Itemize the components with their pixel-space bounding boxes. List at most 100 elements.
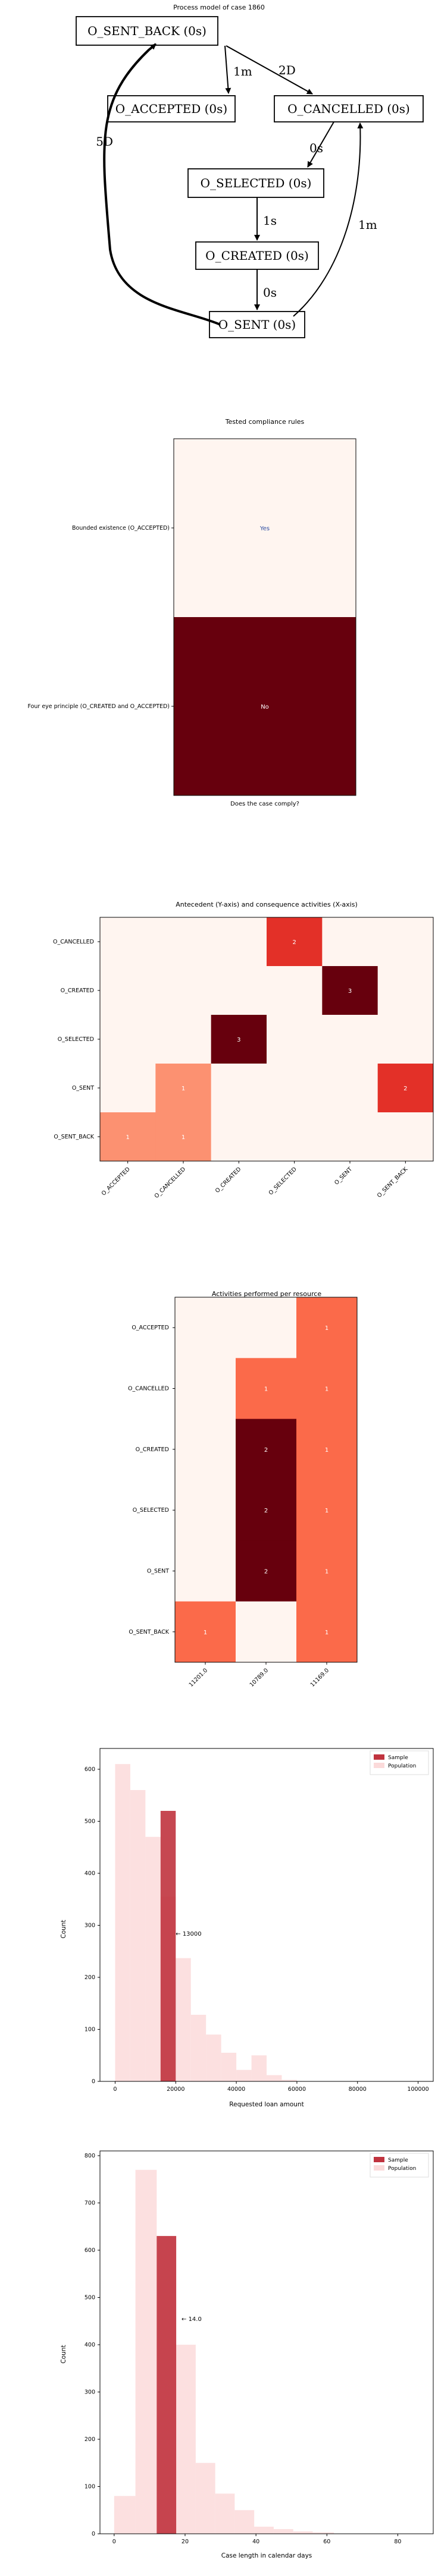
- loan-histogram: Requested loan amount Count 0 20000 40000 6…: [60, 1748, 434, 2108]
- process-model-nodes: O_SENT_BACK (0s) O_ACCEPTED (0s) O_CANCELL…: [76, 16, 424, 338]
- antecedent-cell: [377, 1112, 434, 1162]
- node-sent-back: [76, 16, 218, 46]
- antecedent-cell: [100, 1015, 156, 1064]
- compliance-row-label: Bounded existence (O_ACCEPTED): [72, 525, 170, 531]
- loan-population-bar: [176, 1958, 191, 2081]
- process-model-panel: Process model of case 1860 O_SENT_BACK (…: [0, 0, 438, 369]
- loan-xtick-label: 40000: [227, 2086, 245, 2093]
- resource-frame: [174, 1297, 358, 1663]
- process-model-graph: Process model of case 1860 O_SENT_BACK (…: [76, 4, 424, 338]
- caselength-xtick-label: 0: [112, 2539, 116, 2545]
- resource-cell: [296, 1480, 358, 1541]
- resource-cell: [296, 1418, 358, 1480]
- edge-label: 0s: [263, 285, 277, 300]
- caselength-xtick-label: 60: [323, 2539, 330, 2545]
- loan-xlabel: Requested loan amount: [229, 2101, 304, 2108]
- resource-cell: [236, 1601, 297, 1663]
- resource-cell-label: 1: [204, 1630, 207, 1636]
- resource-cell-label: 2: [264, 1569, 268, 1575]
- antecedent-col-label: O_CREATED: [214, 1166, 243, 1194]
- antecedent-cell: [377, 917, 434, 967]
- caselength-legend-swatch: [374, 2157, 384, 2162]
- caselength-xlabel: Case length in calendar days: [221, 2552, 312, 2559]
- loan-sample-bar: [160, 1811, 176, 2081]
- edge-label: 1m: [358, 218, 377, 232]
- antecedent-cell: [100, 917, 156, 967]
- compliance-rules-chart: Tested compliance rules Does the case co…: [27, 418, 356, 807]
- antecedent-cell: [267, 1015, 323, 1064]
- loan-legend-swatch: [374, 1763, 384, 1768]
- caselength-xtick-label: 80: [394, 2539, 401, 2545]
- loan-population-bar: [251, 2055, 267, 2081]
- antecedent-cell: [100, 966, 156, 1015]
- compliance-cell-label: No: [261, 704, 269, 710]
- edge-label: 0s: [309, 141, 323, 155]
- antecedent-cell: [155, 966, 212, 1015]
- resource-panel: Activities performed per resource 1 1 1 2 1 2…: [0, 1278, 438, 1712]
- caselength-ytick-label: 800: [85, 2153, 95, 2159]
- loan-legend-label: Population: [388, 1763, 416, 1769]
- resource-cell: [296, 1601, 358, 1663]
- caselength-ytick-label: 200: [85, 2436, 95, 2443]
- caselength-ylabel: Count: [60, 2345, 67, 2363]
- node-label: O_CANCELLED (0s): [287, 102, 410, 116]
- node-label: O_ACCEPTED (0s): [115, 102, 227, 116]
- antecedent-col-label: O_ACCEPTED: [101, 1166, 132, 1197]
- resource-cell: [236, 1540, 297, 1602]
- caselength-ytick-label: 100: [85, 2483, 95, 2490]
- antecedent-cell: [377, 1015, 434, 1064]
- node-sent: [209, 311, 305, 338]
- caselength-histogram-panel: Case length in calendar days Count 0 20 40…: [0, 2140, 438, 2574]
- resource-row-label: O_SENT: [147, 1568, 169, 1575]
- caselength-population-bar: [195, 2462, 215, 2534]
- compliance-row-label: Four eye principle (O_CREATED and O_ACCE…: [27, 703, 170, 710]
- caselength-xtick-label: 40: [252, 2539, 259, 2545]
- antecedent-cell: [267, 966, 323, 1015]
- caselength-ytick-label: 600: [85, 2247, 95, 2254]
- compliance-frame: [173, 438, 356, 796]
- antecedent-cell: [211, 966, 267, 1015]
- caselength-population-bar: [176, 2344, 196, 2534]
- loan-legend-label: Sample: [388, 1755, 408, 1761]
- antecedent-row-label: O_CREATED: [61, 987, 94, 994]
- caselength-ytick-label: 400: [85, 2342, 95, 2348]
- caselength-xtick-label: 20: [182, 2539, 189, 2545]
- resource-cell-label: 1: [264, 1386, 268, 1393]
- compliance-cell: [174, 439, 356, 617]
- resource-cell: [175, 1540, 236, 1602]
- edge-label: 1m: [233, 64, 252, 78]
- compliance-rules-panel: Tested compliance rules Does the case co…: [0, 410, 438, 826]
- antecedent-cell: [155, 1015, 212, 1064]
- loan-xtick-label: 60000: [288, 2086, 306, 2093]
- antecedent-cell: [322, 966, 378, 1015]
- loan-population-bar: [130, 1790, 146, 2081]
- antecedent-col-label: O_SENT_BACK: [376, 1166, 409, 1199]
- resource-row-label: O_ACCEPTED: [132, 1325, 169, 1331]
- caselength-population-bar: [114, 2496, 136, 2534]
- resource-cell-label: 1: [325, 1569, 328, 1575]
- loan-ylabel: Count: [60, 1920, 67, 1938]
- antecedent-row-label: O_SENT: [72, 1085, 94, 1092]
- edge-sent-to-sent-back: [103, 43, 221, 326]
- edge-sent-to-cancelled: [293, 122, 364, 317]
- resource-cell: [175, 1418, 236, 1480]
- caselength-population-bar: [254, 2527, 274, 2534]
- caselength-population-bar: [312, 2532, 334, 2534]
- loan-ytick-label: 400: [85, 1870, 95, 1877]
- caselength-ytick-label: 700: [85, 2200, 95, 2206]
- caselength-ytick-label: 500: [85, 2294, 95, 2301]
- loan-population-bar: [206, 2034, 221, 2081]
- resource-cell-label: 2: [264, 1447, 268, 1454]
- resource-row-label: O_SENT_BACK: [129, 1629, 169, 1635]
- antecedent-row-label: O_SELECTED: [58, 1036, 94, 1043]
- caselength-population-bar: [293, 2531, 313, 2534]
- antecedent-row-label: O_CANCELLED: [53, 939, 94, 945]
- antecedent-col-label: O_CANCELLED: [154, 1166, 187, 1200]
- resource-cell: [236, 1358, 297, 1420]
- resource-cell: [175, 1601, 236, 1663]
- caselength-ytick-label: 300: [85, 2389, 95, 2395]
- caselength-sample-bar: [157, 2236, 177, 2534]
- loan-ytick-label: 200: [85, 1974, 95, 1981]
- antecedent-cell: [155, 1064, 212, 1113]
- antecedent-panel: Antecedent (Y-axis) and consequence acti…: [0, 889, 438, 1234]
